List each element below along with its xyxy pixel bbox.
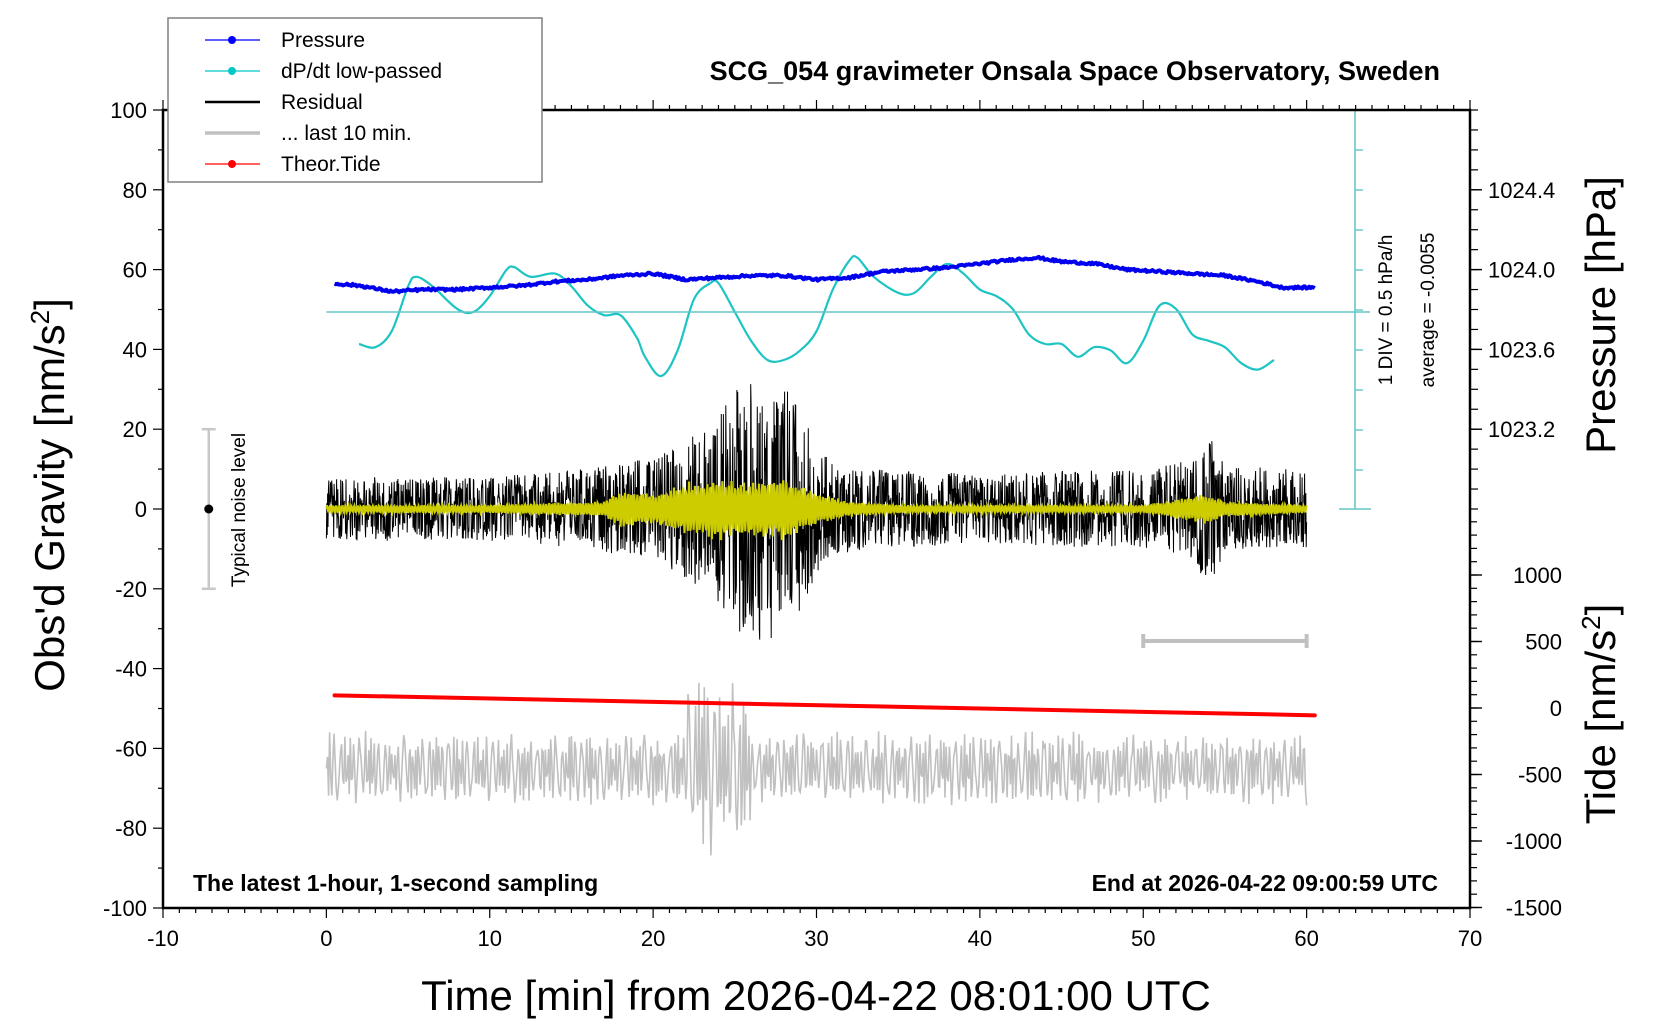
- y-axis-title: Obs'd Gravity [nm/s2]: [25, 298, 73, 692]
- pressure-tick-label: 1023.2: [1488, 417, 1555, 442]
- series-dpdt-low-passed: [358, 254, 1275, 378]
- tide-tick-label: 500: [1525, 630, 1562, 655]
- bottom-right-note: End at 2026-04-22 09:00:59 UTC: [1092, 870, 1438, 896]
- pressure-tick-label: 1023.6: [1488, 337, 1555, 362]
- dpdt-line: [358, 254, 1275, 378]
- x-axis-title: Time [min] from 2026-04-22 08:01:00 UTC: [421, 972, 1211, 1019]
- legend-swatch-dot: [228, 67, 236, 75]
- noise-level-dot: [204, 504, 214, 514]
- y-tick-label: -40: [115, 657, 147, 682]
- legend-entry: dP/dt low-passed: [205, 60, 442, 83]
- tide-axis-title-sup: 2: [1576, 615, 1606, 629]
- series-residual-low-passed: [325, 480, 1308, 541]
- pressure-axis-ticks: 1024.4 1024.0 1023.6 1023.2: [1470, 109, 1555, 510]
- y-tick-label: 100: [110, 98, 147, 123]
- dpdt-average-label: average = -0.0055: [1418, 233, 1439, 388]
- y-axis-title-close: ]: [26, 298, 73, 310]
- pressure-axis-title: Pressure [hPa]: [1577, 176, 1624, 454]
- series-residual: [325, 384, 1308, 640]
- x-tick-label: -10: [147, 926, 179, 951]
- chart-title: SCG_054 gravimeter Onsala Space Observat…: [710, 56, 1440, 86]
- y-axis-title-main: Obs'd Gravity [nm/s: [26, 324, 73, 691]
- dpdt-scale-bar: [326, 109, 1371, 510]
- legend-label: ... last 10 min.: [281, 122, 412, 145]
- y-tick-label: 20: [123, 417, 147, 442]
- x-axis-ticks: -10 0 10 20 30 40 50 60 70: [147, 100, 1482, 951]
- series-theor-tide: [332, 693, 1317, 718]
- pressure-line: [333, 254, 1316, 295]
- noise-level-label: Typical noise level: [229, 433, 250, 587]
- tide-tick-label: 0: [1550, 696, 1562, 721]
- x-tick-label: 0: [320, 926, 332, 951]
- last-10-min-range-marker: [1141, 634, 1309, 648]
- y-tick-label: 40: [123, 337, 147, 362]
- y-tick-label: -100: [103, 896, 147, 921]
- y-axis-ticks: 100 80 60 40 20 0 -20 -40 -60 -80 -100: [103, 98, 163, 921]
- y-tick-label: -20: [115, 577, 147, 602]
- noise-level-indicator: [201, 427, 216, 591]
- x-tick-label: 40: [968, 926, 992, 951]
- x-tick-label: 60: [1294, 926, 1318, 951]
- y-tick-label: 60: [123, 258, 147, 283]
- legend-box: [167, 17, 543, 183]
- x-tick-label: 70: [1458, 926, 1482, 951]
- y-tick-label: 0: [135, 497, 147, 522]
- legend-label: Residual: [281, 91, 363, 114]
- tide-axis-title-close: ]: [1577, 604, 1624, 616]
- legend-swatch-dot: [228, 160, 236, 168]
- series-last-10-min: [325, 682, 1308, 856]
- legend-label: dP/dt low-passed: [281, 60, 442, 83]
- legend-swatch-dot: [228, 36, 236, 44]
- series-pressure: [333, 254, 1316, 295]
- x-tick-label: 30: [804, 926, 828, 951]
- tide-tick-label: -1500: [1506, 896, 1562, 921]
- theor-tide-line: [332, 693, 1317, 718]
- tide-axis-title-main: Tide [nm/s: [1577, 630, 1624, 825]
- y-tick-label: 80: [123, 178, 147, 203]
- legend-entry: ... last 10 min.: [205, 122, 412, 145]
- y-axis-title-sup: 2: [25, 310, 55, 324]
- tide-axis-ticks: 1000 500 0 -500 -1000 -1500: [1470, 521, 1562, 921]
- bottom-left-note: The latest 1-hour, 1-second sampling: [193, 870, 598, 896]
- y-tick-label: -80: [115, 816, 147, 841]
- tide-tick-label: -500: [1518, 763, 1562, 788]
- x-tick-label: 50: [1131, 926, 1155, 951]
- dpdt-scale-label: 1 DIV = 0.5 hPa/h: [1376, 235, 1397, 386]
- legend-entry: Theor.Tide: [205, 153, 381, 176]
- legend-label: Theor.Tide: [281, 153, 381, 176]
- tide-tick-label: -1000: [1506, 829, 1562, 854]
- legend-entry: Residual: [205, 91, 363, 114]
- x-tick-label: 20: [641, 926, 665, 951]
- legend-entry: Pressure: [205, 29, 365, 52]
- legend: Pressure dP/dt low-passed Residual ... last…: [167, 17, 543, 183]
- pressure-tick-label: 1024.4: [1488, 178, 1555, 203]
- tide-tick-label: 1000: [1513, 563, 1562, 588]
- pressure-tick-label: 1024.0: [1488, 258, 1555, 283]
- residual-line: [325, 384, 1308, 640]
- last-10-min-line: [325, 682, 1308, 856]
- legend-label: Pressure: [281, 29, 365, 52]
- tide-axis-title: Tide [nm/s2]: [1576, 604, 1624, 825]
- residual-low-passed-line: [325, 480, 1308, 541]
- y-tick-label: -60: [115, 736, 147, 761]
- x-tick-label: 10: [478, 926, 502, 951]
